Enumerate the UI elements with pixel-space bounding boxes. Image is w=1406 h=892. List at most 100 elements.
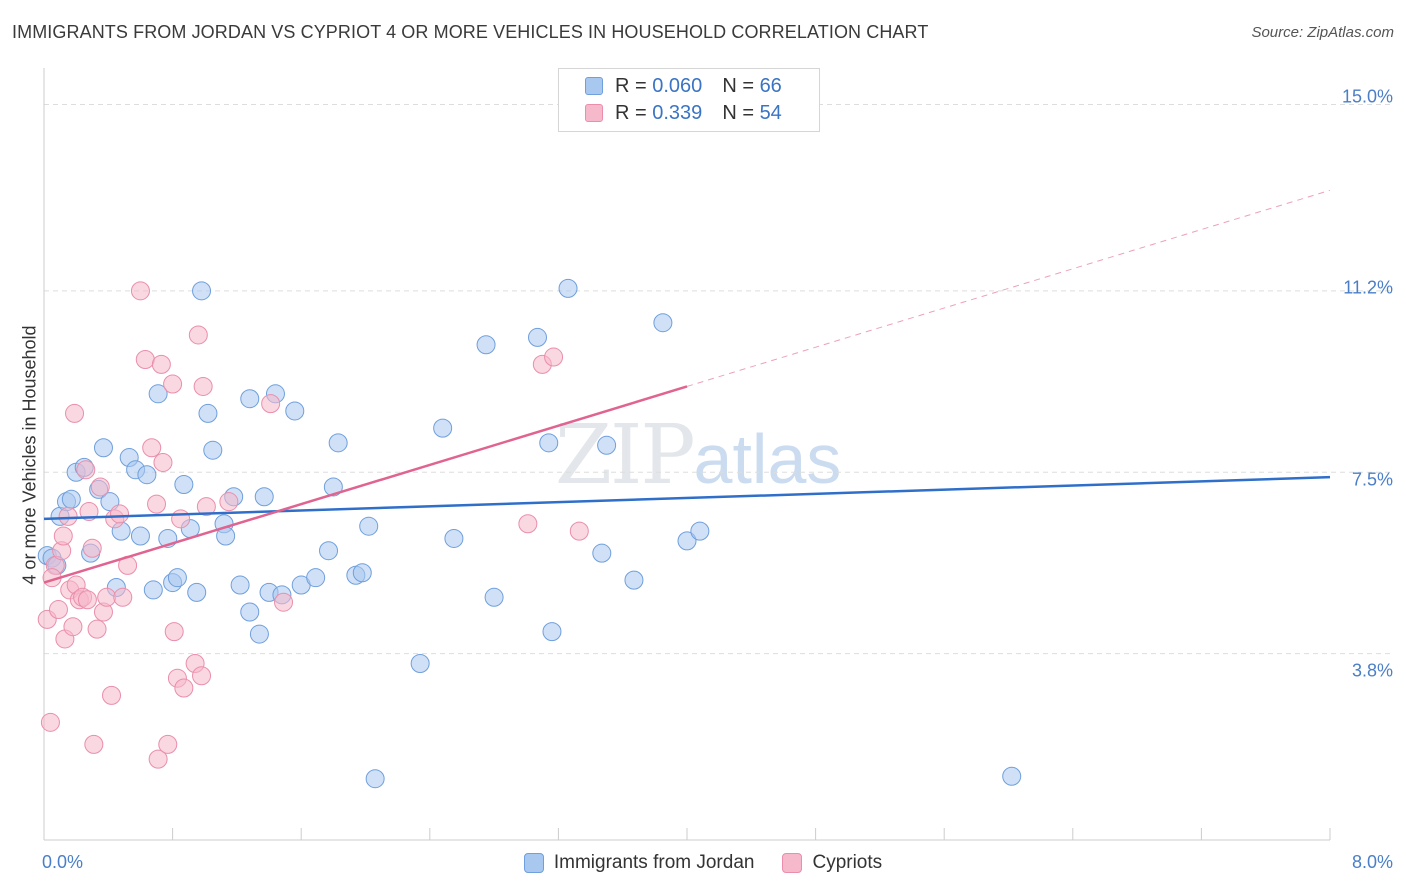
legend-swatch-jordan (585, 77, 603, 95)
jordan-point-58 (592, 543, 612, 563)
legend-n-label-cypriot: N = (722, 101, 754, 124)
jordan-point-32 (240, 602, 260, 622)
cypriot-point-37 (171, 509, 191, 529)
series-swatch-cypriot (782, 853, 803, 873)
watermark-atlas: atlas (693, 420, 842, 498)
jordan-point-50 (433, 418, 453, 438)
cypriot-point-49 (544, 347, 564, 367)
jordan-point-4 (61, 489, 81, 509)
legend-r-value-jordan: 0.060 (652, 74, 703, 97)
cypriot-point-23 (110, 504, 130, 524)
cypriot-point-32 (153, 452, 173, 472)
jordan-point-59 (597, 435, 617, 455)
jordan-point-61 (653, 313, 673, 333)
cypriot-point-17 (87, 619, 107, 639)
series-swatch-jordan (523, 853, 544, 873)
cypriot-point-52 (58, 506, 78, 526)
jordan-trend-line (43, 475, 1331, 521)
y-tick-label-11-2: 11.2% (1343, 277, 1393, 298)
legend-row-cypriot: R = 0.339 N = 54 (585, 100, 782, 126)
series-label-jordan: Immigrants from Jordan (553, 852, 755, 873)
jordan-point-54 (528, 327, 548, 347)
chart-title: IMMIGRANTS FROM JORDAN VS CYPRIOT 4 OR M… (12, 22, 929, 42)
legend-r-label-jordan: R = (615, 74, 647, 97)
x-tick-label-max: 8.0% (1351, 852, 1393, 872)
jordan-point-46 (352, 563, 372, 583)
jordan-point-24 (187, 582, 207, 602)
jordan-point-64 (1002, 766, 1022, 786)
jordan-point-26 (198, 403, 218, 423)
jordan-point-49 (410, 653, 430, 673)
cypriot-point-5 (53, 526, 73, 546)
series-label-cypriot: Cypriots (812, 852, 883, 873)
jordan-point-52 (476, 335, 496, 355)
legend-r-value-cypriot: 0.339 (652, 101, 703, 124)
jordan-point-42 (319, 541, 339, 561)
jordan-point-41 (306, 568, 326, 588)
cypriot-point-45 (261, 394, 281, 414)
x-tick-label-min: 0.0% (42, 852, 84, 872)
jordan-point-16 (137, 465, 157, 485)
legend-n-value-jordan: 66 (759, 74, 782, 97)
jordan-point-56 (542, 622, 562, 642)
cypriot-point-29 (147, 494, 167, 514)
jordan-point-51 (444, 528, 464, 548)
jordan-point-22 (174, 475, 194, 495)
cypriot-point-21 (102, 685, 122, 705)
correlation-legend: R = 0.060 N = 66 R = 0.339 N = 54 (558, 68, 820, 132)
cypriot-point-26 (130, 281, 150, 301)
cypriot-point-20 (97, 587, 117, 607)
cypriot-point-41 (192, 666, 212, 686)
legend-n-label-jordan: N = (722, 74, 754, 97)
jordan-point-53 (484, 587, 504, 607)
cypriot-point-31 (151, 354, 171, 374)
jordan-point-55 (539, 433, 559, 453)
series-legend-jordan[interactable]: Immigrants from Jordan (523, 852, 755, 874)
cypriot-point-27 (135, 349, 155, 369)
series-legend: Immigrants from Jordan Cypriots (0, 852, 1406, 874)
jordan-point-21 (167, 568, 187, 588)
y-axis-label: 4 or more Vehicles in Household (19, 325, 40, 585)
jordan-point-33 (240, 389, 260, 409)
cypriot-point-44 (219, 492, 239, 512)
y-tick-label-3-8: 3.8% (1351, 660, 1393, 681)
watermark-zip: ZIP (555, 408, 696, 503)
jordan-point-17 (143, 580, 163, 600)
jordan-point-47 (359, 516, 379, 536)
jordan-point-31 (230, 575, 250, 595)
cypriot-point-9 (65, 403, 85, 423)
jordan-point-35 (254, 487, 274, 507)
series-legend-cypriot[interactable]: Cypriots (782, 852, 882, 874)
cypriot-trend-extension (686, 189, 1331, 387)
cypriot-point-47 (518, 514, 538, 534)
zipatlas-watermark: ZIPatlas (555, 408, 841, 503)
jordan-point-63 (690, 521, 710, 541)
jordan-point-43 (323, 477, 343, 497)
jordan-point-34 (249, 624, 269, 644)
jordan-point-25 (192, 281, 212, 301)
cypriot-point-24 (113, 587, 133, 607)
cypriot-point-43 (196, 497, 216, 517)
cypriot-point-1 (40, 712, 60, 732)
y-tick-label-7-5: 7.5% (1351, 469, 1393, 490)
y-tick-label-15-0: 15.0% (1341, 86, 1393, 107)
cypriot-point-13 (76, 460, 96, 480)
cypriot-point-50 (569, 521, 589, 541)
cypriot-point-3 (48, 600, 68, 620)
cypriot-point-40 (188, 325, 208, 345)
cypriot-trend-line (43, 385, 688, 584)
cypriot-point-38 (174, 678, 194, 698)
cypriot-point-15 (82, 538, 102, 558)
jordan-point-39 (285, 401, 305, 421)
cypriot-point-34 (163, 374, 183, 394)
cypriot-point-8 (63, 617, 83, 637)
jordan-point-18 (148, 384, 168, 404)
jordan-point-15 (130, 526, 150, 546)
jordan-point-57 (558, 278, 578, 298)
jordan-point-48 (365, 769, 385, 789)
jordan-point-9 (93, 438, 113, 458)
cypriot-point-18 (90, 477, 110, 497)
cypriot-point-42 (193, 376, 213, 396)
